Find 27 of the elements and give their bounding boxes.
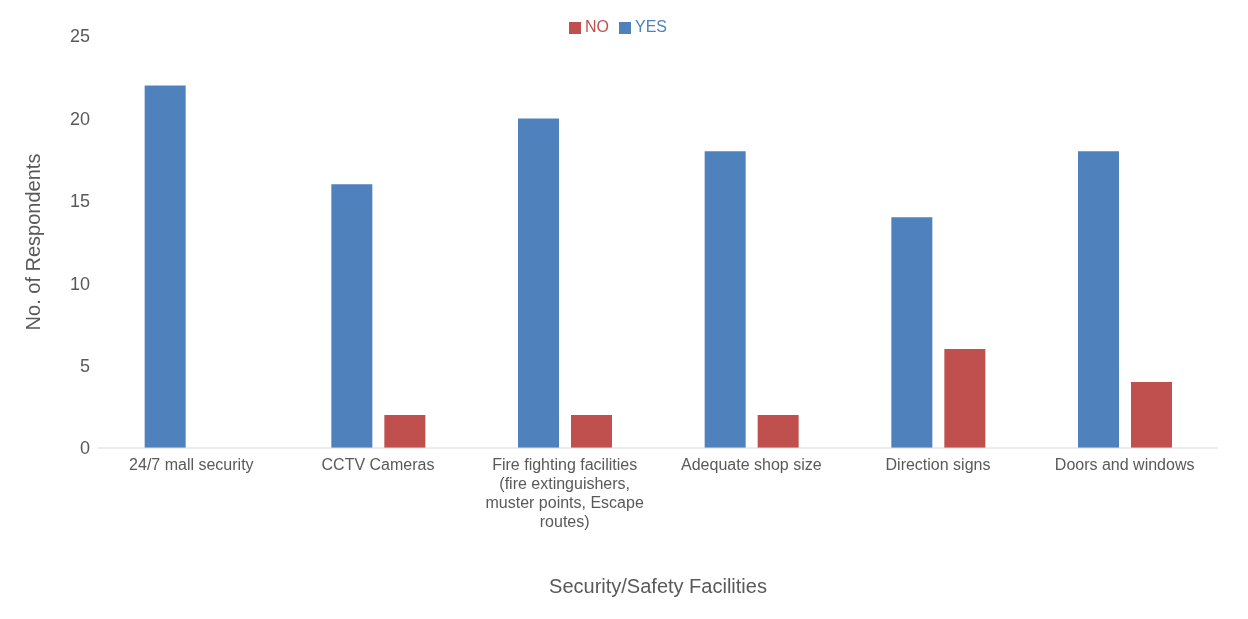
- x-tick-label: Direction signs: [885, 456, 991, 473]
- bar: [144, 85, 186, 448]
- y-axis-title: No. of Respondents: [22, 153, 45, 331]
- x-tick-label: Fire fighting facilities (fire extinguishers, muster points, Escape routes): [485, 456, 644, 530]
- x-tick-label: Doors and windows: [1054, 456, 1195, 473]
- bar: [757, 415, 799, 448]
- bar: [891, 217, 933, 448]
- bar: [331, 184, 373, 448]
- bar: [384, 415, 426, 448]
- bar: [571, 415, 612, 448]
- x-tick-label: Adequate shop size: [681, 456, 822, 473]
- bar: [1078, 151, 1119, 448]
- bar: [518, 118, 559, 448]
- x-tick-label: CCTV Cameras: [321, 456, 435, 473]
- x-axis-title: Security/Safety Facilities: [549, 575, 767, 597]
- legend-label: NO: [584, 18, 609, 35]
- bar: [1131, 382, 1172, 448]
- legend-label: YES: [634, 18, 667, 35]
- y-tick-label: 10: [69, 273, 90, 294]
- bar: [704, 151, 746, 448]
- x-tick-label: 24/7 mall security: [129, 456, 254, 473]
- y-tick-label: 15: [69, 191, 90, 212]
- y-tick-label: 25: [69, 26, 90, 47]
- bar: [944, 349, 986, 448]
- y-tick-label: 5: [79, 355, 90, 376]
- y-tick-label: 0: [79, 438, 90, 459]
- y-tick-label: 20: [69, 108, 90, 129]
